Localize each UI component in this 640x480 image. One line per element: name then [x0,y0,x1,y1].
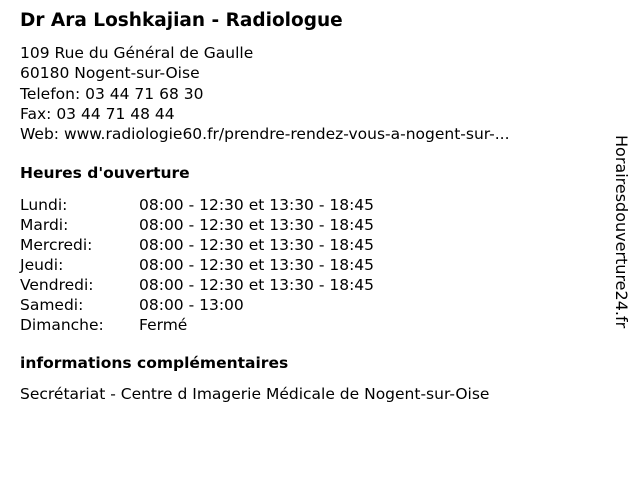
day-label: Jeudi: [20,256,64,274]
address-street: 109 Rue du Général de Gaulle [20,44,254,62]
day-label: Mercredi: [20,236,93,254]
phone: Telefon: 03 44 71 68 30 [20,85,204,103]
day-label: Vendredi: [20,276,94,294]
day-label: Mardi: [20,216,69,234]
website-link[interactable]: Web: www.radiologie60.fr/prendre-rendez-… [20,125,510,143]
day-hours: 08:00 - 12:30 et 13:30 - 18:45 [139,276,375,294]
info-heading: informations complémentaires [20,354,289,372]
hours-row: Mercredi: 08:00 - 12:30 et 13:30 - 18:45 [20,235,374,255]
page-title: Dr Ara Loshkajian - Radiologue [20,10,343,31]
day-hours: 08:00 - 12:30 et 13:30 - 18:45 [139,216,375,234]
hours-row: Vendredi: 08:00 - 12:30 et 13:30 - 18:45 [20,275,374,295]
hours-row: Samedi: 08:00 - 13:00 [20,295,244,315]
day-hours: 08:00 - 12:30 et 13:30 - 18:45 [139,236,375,254]
site-watermark: Horairesdouverture24.fr [612,135,631,329]
day-hours: 08:00 - 12:30 et 13:30 - 18:45 [139,256,375,274]
hours-heading: Heures d'ouverture [20,164,190,182]
day-label: Samedi: [20,296,84,314]
info-text: Secrétariat - Centre d Imagerie Médicale… [20,385,490,403]
day-hours: 08:00 - 13:00 [139,296,244,314]
hours-row: Lundi: 08:00 - 12:30 et 13:30 - 18:45 [20,195,374,215]
hours-row: Jeudi: 08:00 - 12:30 et 13:30 - 18:45 [20,255,374,275]
hours-row: Dimanche: Fermé [20,315,187,335]
day-hours: 08:00 - 12:30 et 13:30 - 18:45 [139,196,375,214]
day-hours: Fermé [139,316,188,334]
fax: Fax: 03 44 71 48 44 [20,105,175,123]
address-city: 60180 Nogent-sur-Oise [20,64,200,82]
day-label: Dimanche: [20,316,104,334]
day-label: Lundi: [20,196,68,214]
hours-row: Mardi: 08:00 - 12:30 et 13:30 - 18:45 [20,215,374,235]
